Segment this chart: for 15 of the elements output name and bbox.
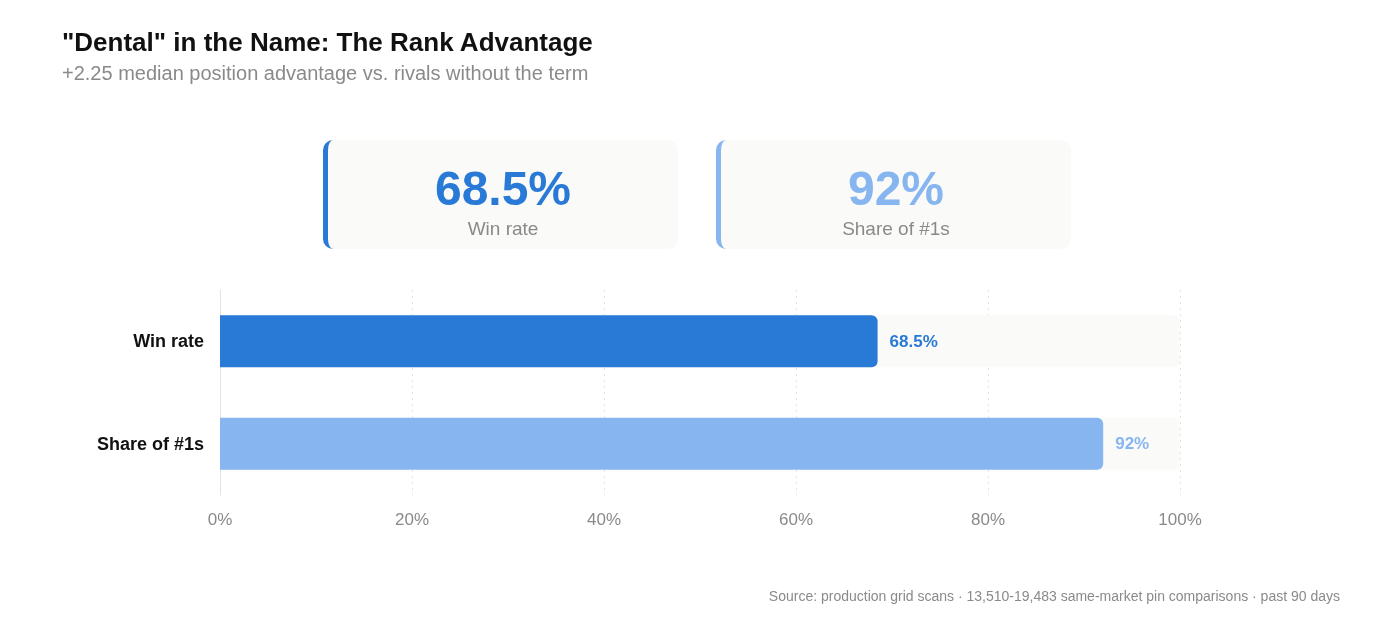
chart-subtitle: +2.25 median position advantage vs. rivals without the term	[62, 62, 589, 85]
x-tick-label: 80%	[970, 510, 1006, 529]
x-tick-label: 100%	[1158, 510, 1202, 529]
text: 92%	[847, 162, 945, 215]
category-label: Win rate	[467, 218, 539, 239]
x-tick-label: 20%	[394, 510, 430, 529]
category-label: Share of #1s	[842, 218, 950, 239]
x-tick-label: 60%	[778, 510, 814, 529]
source-note: Source: production grid scans · 13,510-19,483 same-market pin comparisons · past 90 days	[768, 588, 1340, 604]
data-label: 68.5%	[889, 331, 938, 351]
x-tick-label: 40%	[586, 510, 622, 529]
x-tick-label: 0%	[207, 510, 233, 529]
text: 68.5%	[434, 162, 572, 215]
chart-title: "Dental" in the Name: The Rank Advantage	[62, 27, 593, 58]
data-label: 92%	[1115, 434, 1150, 454]
